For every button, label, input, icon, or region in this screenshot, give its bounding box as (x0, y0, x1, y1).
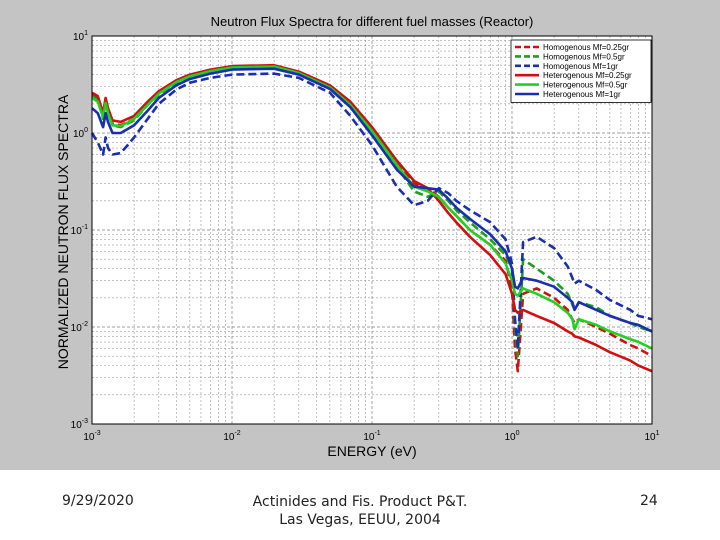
legend-label-2: Homogenous Mf=0.5gr (543, 52, 625, 61)
x-axis-label: ENERGY (eV) (327, 443, 416, 459)
chart-figure: Neutron Flux Spectra for different fuel … (0, 0, 720, 470)
legend-label-1: Homogenous Mf=0.25gr (543, 43, 629, 52)
y-tick-label: 10-1 (71, 224, 88, 237)
footer-center: Actinides and Fis. Product P&T. Las Vega… (230, 493, 490, 529)
x-tick-label: 100 (504, 430, 519, 443)
chart-title: Neutron Flux Spectra for different fuel … (211, 14, 534, 29)
y-tick-label: 10-3 (71, 418, 88, 431)
footer-center-line2: Las Vegas, EEUU, 2004 (279, 512, 441, 528)
y-tick-label: 10-2 (71, 321, 88, 334)
page-number: 24 (640, 493, 658, 509)
legend-label-5: Heterogenous Mf=0.5gr (543, 81, 628, 90)
x-tick-label: 10-3 (83, 430, 100, 443)
x-tick-label: 10-1 (363, 430, 380, 443)
series-line-6 (91, 67, 653, 333)
x-tick-label: 101 (644, 430, 659, 443)
series-line-4 (91, 63, 653, 373)
legend-label-6: Heterogenous Mf=1gr (543, 90, 621, 99)
legend-label-4: Heterogenous Mf=0.25gr (543, 71, 632, 80)
footer-date: 9/29/2020 (62, 493, 134, 509)
plot-area: 10-3 10-2 10-1 100 101 10-3 10-2 10-1 100 101 Homo… (71, 30, 660, 443)
y-tick-label: 100 (73, 127, 88, 140)
y-tick-label: 101 (73, 30, 88, 43)
footer-center-line1: Actinides and Fis. Product P&T. (252, 494, 468, 510)
series-line-5 (91, 65, 653, 350)
series-line-3 (90, 72, 653, 350)
chart-svg: Neutron Flux Spectra for different fuel … (55, 14, 660, 459)
legend-label-3: Homogenous Mf=1gr (543, 62, 618, 71)
legend-box (510, 39, 652, 103)
x-tick-label: 10-2 (223, 430, 240, 443)
y-axis-label: NORMALIZED NEUTRON FLUX SPECTRA (55, 94, 71, 369)
plot-frame (91, 35, 653, 425)
